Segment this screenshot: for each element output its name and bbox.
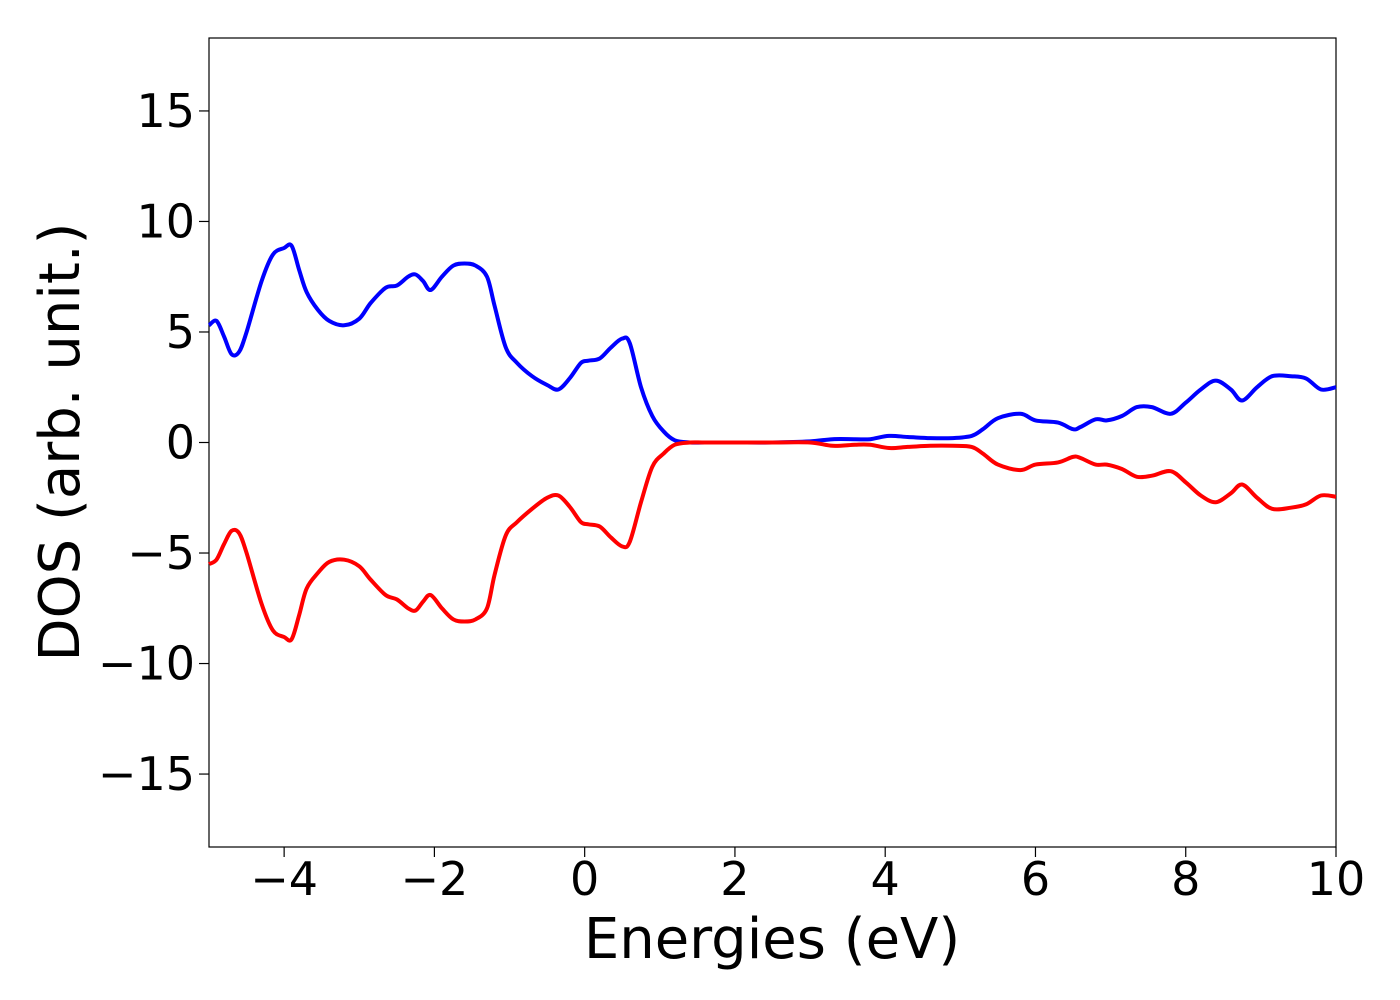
y-tick-label: 10	[136, 194, 195, 248]
y-tick-label: −15	[98, 747, 195, 801]
y-axis-label: DOS (arb. unit.)	[28, 222, 93, 661]
series-line-2	[207, 440, 1337, 643]
x-axis-label: Energies (eV)	[584, 907, 960, 972]
y-tick-label: 0	[166, 416, 195, 470]
x-tick-label: 6	[1021, 852, 1050, 906]
x-tick-label: 10	[1307, 852, 1366, 906]
x-tick-label: −2	[400, 852, 468, 906]
y-tick-label: 15	[136, 84, 195, 138]
x-tick-label: −4	[250, 852, 318, 906]
y-tick-label: −10	[98, 637, 195, 691]
x-tick-label: 8	[1171, 852, 1200, 906]
y-tick-label: −5	[127, 526, 195, 580]
x-tick-label: 4	[871, 852, 900, 906]
x-tick-label: 0	[570, 852, 599, 906]
y-axis: 15 10 5 0 −5 −10 −15	[98, 84, 209, 801]
y-tick-label: 5	[166, 305, 195, 359]
series-layer	[207, 242, 1337, 643]
x-axis: −4 −2 0 2 4 6 8 10	[250, 847, 1365, 906]
x-tick-label: 2	[720, 852, 749, 906]
series-line-1	[207, 242, 1337, 445]
